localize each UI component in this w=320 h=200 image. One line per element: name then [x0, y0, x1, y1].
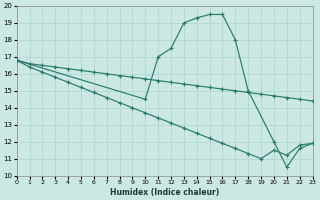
X-axis label: Humidex (Indice chaleur): Humidex (Indice chaleur): [110, 188, 219, 197]
